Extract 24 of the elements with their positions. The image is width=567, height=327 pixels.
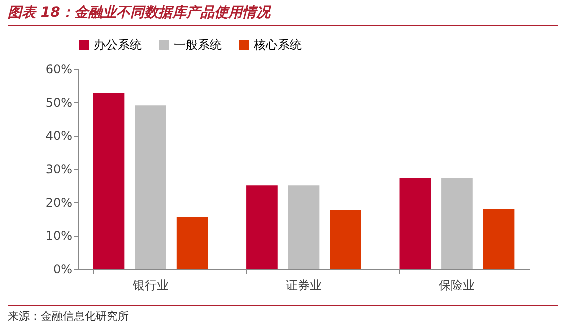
- y-tick-label: 40%: [46, 129, 72, 144]
- source-note: 来源：金融信息化研究所: [8, 305, 558, 324]
- bar: [483, 209, 515, 269]
- y-tick-label: 0%: [53, 262, 72, 276]
- x-tick-label: 银行业: [132, 278, 169, 292]
- bar: [400, 178, 432, 269]
- y-tick-label: 20%: [46, 196, 72, 210]
- y-tick-label: 30%: [46, 162, 72, 176]
- bar: [288, 186, 320, 269]
- x-tick-label: 证券业: [286, 278, 322, 292]
- y-tick-label: 60%: [46, 62, 72, 76]
- legend-label: 一般系统: [174, 38, 222, 52]
- legend-label: 办公系统: [94, 38, 142, 52]
- bar: [135, 106, 166, 269]
- chart-title: 图表 18：金融业不同数据库产品使用情况: [8, 4, 558, 26]
- bar: [93, 93, 125, 269]
- bar: [246, 186, 278, 269]
- y-tick-label: 50%: [46, 96, 72, 110]
- legend-label: 核心系统: [253, 38, 302, 52]
- bar: [442, 178, 473, 269]
- x-tick-label: 保险业: [439, 278, 476, 292]
- bar: [330, 210, 362, 269]
- y-tick-label: 10%: [46, 229, 72, 244]
- bar: [176, 217, 208, 269]
